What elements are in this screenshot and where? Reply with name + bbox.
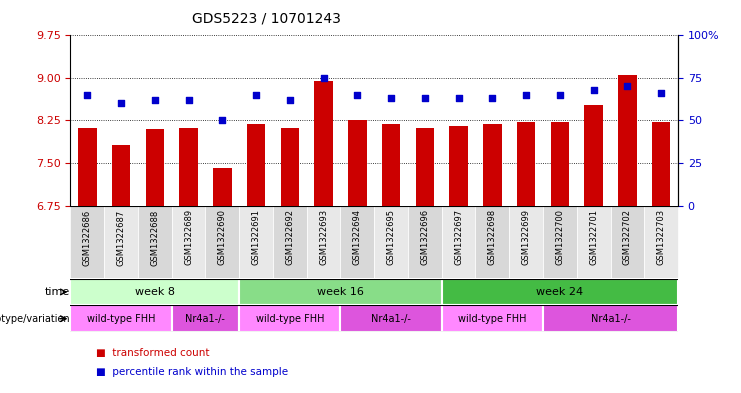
Bar (104, 206, 138, 279)
Text: GSM1322702: GSM1322702 (623, 209, 632, 265)
Point (250, 92, 262, 98)
Bar (239, 206, 273, 279)
Point (655, 90, 667, 96)
Text: GSM1322700: GSM1322700 (555, 209, 565, 265)
Bar (516, 122, 536, 206)
Bar (145, 129, 164, 206)
Point (385, 95, 397, 101)
Point (82, 92, 93, 98)
Bar (70, 305, 172, 332)
Text: GSM1322696: GSM1322696 (420, 209, 429, 265)
Bar (205, 206, 239, 279)
Bar (576, 206, 611, 279)
Bar (442, 279, 678, 305)
Point (318, 75, 330, 81)
Point (554, 92, 566, 98)
Bar (382, 125, 400, 206)
Bar (543, 305, 678, 332)
Text: GSM1322687: GSM1322687 (116, 209, 125, 266)
Point (149, 97, 161, 103)
Bar (340, 206, 374, 279)
Text: GSM1322694: GSM1322694 (353, 209, 362, 265)
Point (284, 97, 296, 103)
Point (453, 95, 465, 101)
Bar (476, 206, 509, 279)
Text: ■  transformed count: ■ transformed count (96, 348, 210, 358)
Bar (340, 305, 442, 332)
Bar (314, 81, 333, 206)
Bar (78, 128, 96, 206)
Bar (442, 206, 476, 279)
Bar (551, 122, 569, 206)
Text: wild-type FHH: wild-type FHH (458, 314, 527, 324)
Point (486, 95, 498, 101)
Text: genotype/variation: genotype/variation (0, 314, 70, 324)
Text: Nr4a1-/-: Nr4a1-/- (371, 314, 411, 324)
Bar (307, 206, 340, 279)
Text: time: time (45, 287, 70, 297)
Bar (543, 206, 576, 279)
Text: GSM1322693: GSM1322693 (319, 209, 328, 265)
Bar (483, 125, 502, 206)
Bar (449, 126, 468, 206)
Bar (179, 128, 198, 206)
Point (182, 97, 194, 103)
Text: GSM1322697: GSM1322697 (454, 209, 463, 265)
Bar (611, 206, 644, 279)
Text: GSM1322703: GSM1322703 (657, 209, 665, 265)
Text: week 24: week 24 (536, 287, 583, 297)
Point (588, 87, 599, 93)
Text: Nr4a1-/-: Nr4a1-/- (185, 314, 225, 324)
Text: wild-type FHH: wild-type FHH (87, 314, 156, 324)
Point (419, 95, 431, 101)
Bar (239, 305, 340, 332)
Text: wild-type FHH: wild-type FHH (256, 314, 324, 324)
Text: GSM1322686: GSM1322686 (83, 209, 92, 266)
Bar (374, 206, 408, 279)
Bar (213, 167, 232, 206)
Bar (281, 128, 299, 206)
Bar (644, 206, 678, 279)
Bar (509, 206, 543, 279)
Text: GSM1322689: GSM1322689 (184, 209, 193, 265)
Text: GDS5223 / 10701243: GDS5223 / 10701243 (193, 11, 341, 26)
Point (216, 118, 228, 124)
Bar (618, 75, 637, 206)
Text: week 8: week 8 (135, 287, 175, 297)
Text: Nr4a1-/-: Nr4a1-/- (591, 314, 631, 324)
Bar (442, 305, 543, 332)
Text: GSM1322695: GSM1322695 (387, 209, 396, 265)
Bar (70, 206, 104, 279)
Text: week 16: week 16 (317, 287, 364, 297)
Point (115, 100, 127, 107)
Point (520, 92, 532, 98)
Text: GSM1322701: GSM1322701 (589, 209, 598, 265)
Bar (652, 122, 671, 206)
Bar (172, 305, 239, 332)
Bar (70, 279, 239, 305)
Text: ■  percentile rank within the sample: ■ percentile rank within the sample (96, 367, 288, 377)
Point (622, 83, 634, 90)
Bar (138, 206, 172, 279)
Text: GSM1322690: GSM1322690 (218, 209, 227, 265)
Bar (273, 206, 307, 279)
Text: GSM1322691: GSM1322691 (251, 209, 261, 265)
Text: GSM1322688: GSM1322688 (150, 209, 159, 266)
Bar (247, 125, 265, 206)
Text: GSM1322699: GSM1322699 (522, 209, 531, 265)
Bar (408, 206, 442, 279)
Bar (585, 105, 603, 206)
Bar (112, 145, 130, 206)
Bar (172, 206, 205, 279)
Bar (416, 128, 434, 206)
Point (351, 92, 363, 98)
Text: GSM1322692: GSM1322692 (285, 209, 294, 265)
Bar (348, 121, 367, 206)
Bar (239, 279, 442, 305)
Text: GSM1322698: GSM1322698 (488, 209, 497, 265)
